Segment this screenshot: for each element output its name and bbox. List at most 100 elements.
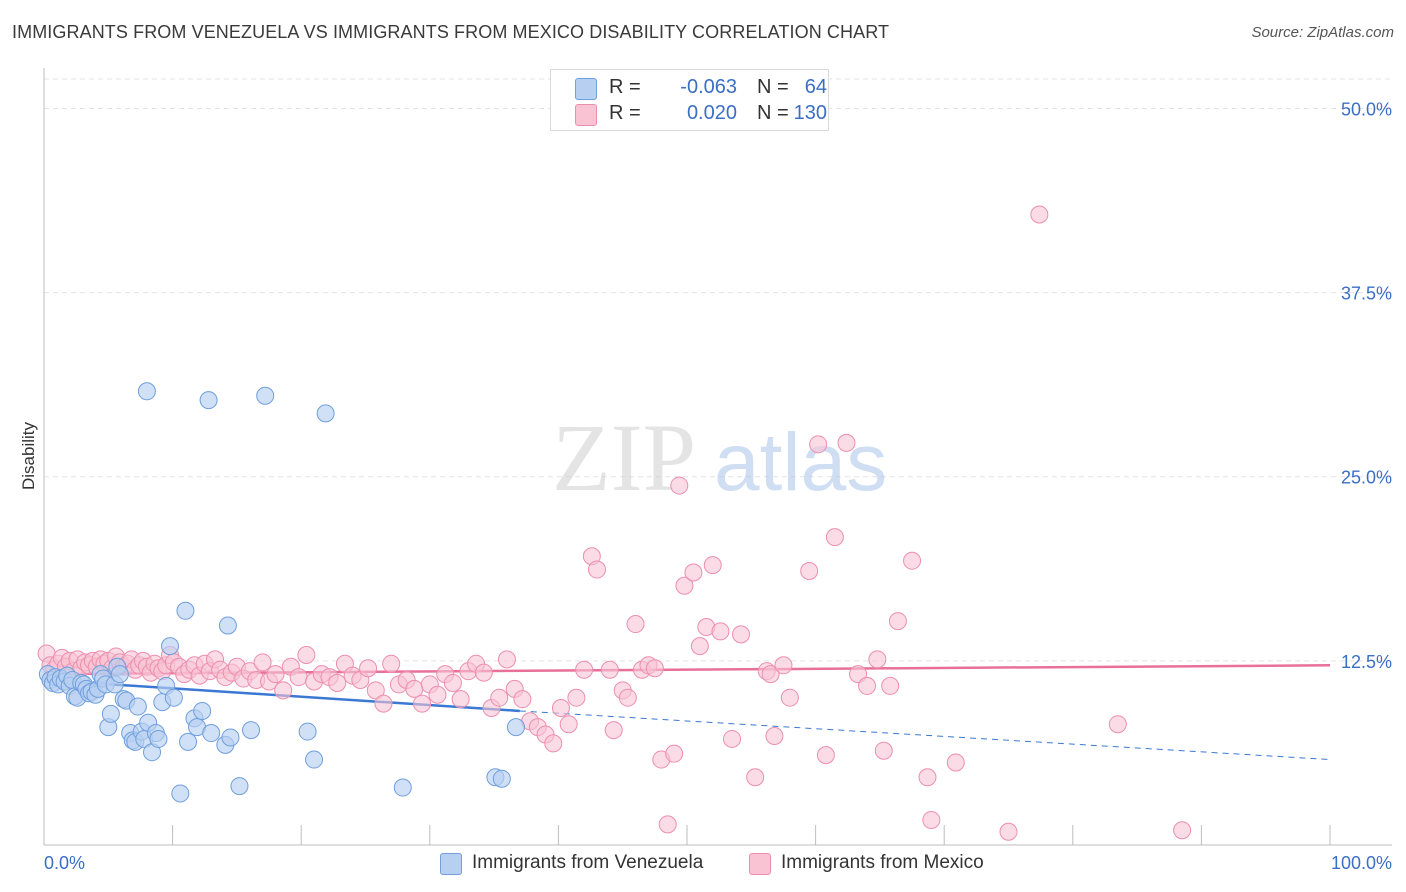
venezuela-point (506, 718, 525, 737)
venezuela-swatch (440, 853, 462, 875)
mexico-point (800, 562, 819, 581)
n-label: N = (757, 102, 789, 124)
venezuela-point (316, 404, 335, 423)
venezuela-point (256, 386, 275, 405)
venezuela-point (171, 784, 190, 803)
mexico-swatch (575, 104, 597, 126)
mexico-point (711, 622, 730, 641)
mexico-point (690, 637, 709, 656)
mexico-point (746, 768, 765, 787)
venezuela-point (242, 721, 261, 740)
venezuela-point (199, 391, 218, 410)
n-label: N = (757, 76, 789, 98)
mexico-point (274, 681, 293, 700)
mexico-point (366, 681, 385, 700)
mexico-point (474, 663, 493, 682)
mexico-point (825, 528, 844, 547)
mexico-point (374, 694, 393, 713)
venezuela-point (161, 637, 180, 656)
venezuela-point (221, 728, 240, 747)
venezuela-point (137, 382, 156, 401)
mexico-point (600, 660, 619, 679)
mexico-point (1108, 715, 1127, 734)
mexico-point (809, 435, 828, 454)
mexico-point (918, 768, 937, 787)
mexico-point (670, 476, 689, 495)
mexico-point (684, 563, 703, 582)
mexico-point (658, 815, 677, 834)
venezuela-point (305, 750, 324, 769)
venezuela-point (164, 688, 183, 707)
mexico-point (497, 650, 516, 669)
mexico-point (266, 665, 285, 684)
mexico-point (858, 676, 877, 695)
mexico-point (559, 715, 578, 734)
venezuela-point (492, 769, 511, 788)
venezuela-swatch (575, 78, 597, 100)
gridlines (44, 78, 1392, 662)
venezuela-point (128, 697, 147, 716)
mexico-point (837, 433, 856, 452)
y-tick-label: 12.5% (1341, 652, 1392, 672)
x-tick-label: 100.0% (1331, 853, 1392, 873)
mexico-point (443, 673, 462, 692)
y-axis-label: Disability (19, 421, 38, 490)
mexico-point (675, 576, 694, 595)
mexico-swatch (749, 853, 771, 875)
mexico-point (604, 721, 623, 740)
chart-title: IMMIGRANTS FROM VENEZUELA VS IMMIGRANTS … (12, 22, 890, 42)
mexico-point (1173, 821, 1192, 840)
y-tick-label: 50.0% (1341, 99, 1392, 119)
venezuela-trendline-extension (519, 710, 1331, 761)
y-tick-label: 25.0% (1341, 468, 1392, 488)
venezuela-point (298, 722, 317, 741)
mexico-point (567, 688, 586, 707)
legend-label: Immigrants from Mexico (781, 852, 984, 873)
r-label: R = (609, 102, 641, 124)
mexico-point (451, 690, 470, 709)
mexico-point (1030, 205, 1049, 224)
mexico-point (888, 612, 907, 631)
watermark: ZIP atlas (552, 404, 887, 511)
mexico-point (587, 560, 606, 579)
mexico-point (328, 673, 347, 692)
mexico-point (626, 615, 645, 634)
n-value: 130 (793, 102, 827, 124)
mexico-point (703, 556, 722, 575)
mexico-point (513, 690, 532, 709)
mexico-point (382, 654, 401, 673)
mexico-point (881, 676, 900, 695)
mexico-point (723, 729, 742, 748)
mexico-point (732, 625, 751, 644)
mexico-point (297, 645, 316, 664)
mexico-point (645, 659, 664, 678)
venezuela-point (202, 724, 221, 743)
r-value: 0.020 (686, 102, 737, 124)
mexico-point (253, 653, 272, 672)
watermark-atlas: atlas (714, 417, 887, 508)
mexico-point (761, 665, 780, 684)
mexico-point (774, 656, 793, 675)
venezuela-point (176, 601, 195, 620)
mexico-point (874, 741, 893, 760)
correlation-legend: R = -0.063 N = 64 R = 0.020 N = 130 (550, 69, 829, 131)
mexico-point (665, 744, 684, 763)
venezuela-point (110, 665, 129, 684)
mexico-point (289, 668, 308, 687)
tick-labels: 12.5% 25.0% 37.5% 50.0% 0.0% 100.0% (44, 99, 1392, 873)
watermark-zip: ZIP (552, 404, 696, 511)
x-tick-label: 0.0% (44, 853, 85, 873)
venezuela-point (393, 778, 412, 797)
mexico-point (999, 822, 1018, 841)
venezuela-point (179, 732, 198, 751)
mexico-point (490, 688, 509, 707)
y-tick-label: 37.5% (1341, 284, 1392, 304)
mexico-point (868, 650, 887, 669)
venezuela-point (149, 729, 168, 748)
venezuela-point (101, 704, 120, 723)
mexico-point (544, 734, 563, 753)
r-value: -0.063 (680, 76, 737, 98)
mexico-point (765, 726, 784, 745)
mexico-point (359, 659, 378, 678)
